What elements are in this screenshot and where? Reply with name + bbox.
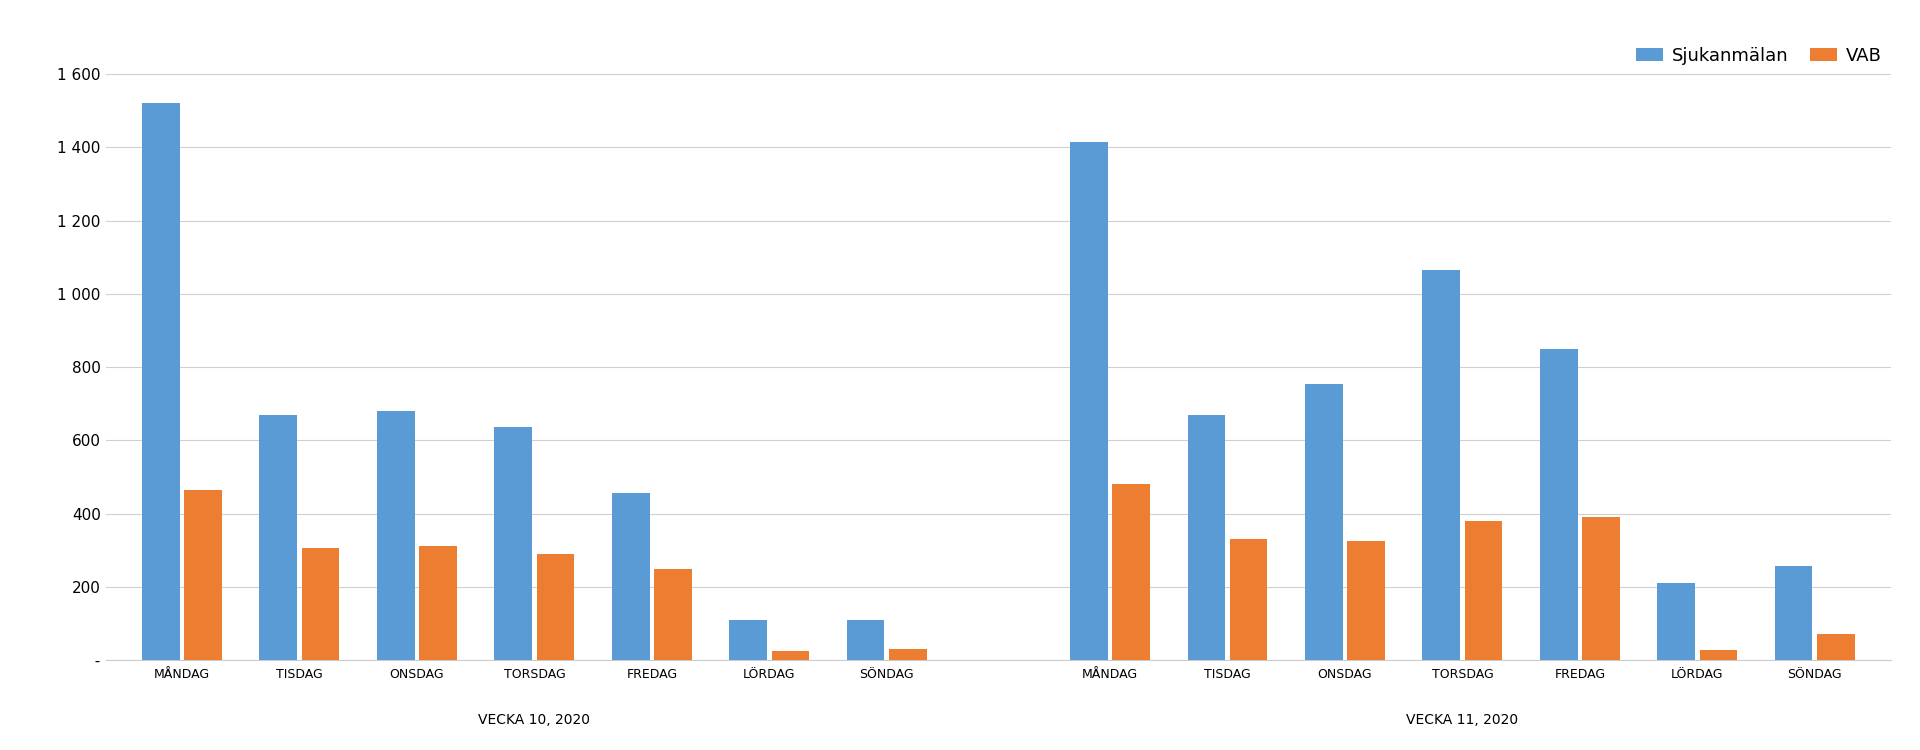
Bar	[889, 649, 927, 660]
Bar	[142, 104, 180, 660]
Bar	[1348, 541, 1384, 660]
Bar	[1582, 518, 1620, 660]
Legend: Sjukanmälan, VAB: Sjukanmälan, VAB	[1636, 46, 1882, 64]
Bar	[376, 411, 415, 660]
Bar	[612, 494, 649, 660]
Bar	[1657, 583, 1695, 660]
Bar	[419, 547, 457, 660]
Bar	[301, 548, 340, 660]
Bar	[655, 569, 691, 660]
Bar	[538, 554, 574, 660]
Text: VECKA 10, 2020: VECKA 10, 2020	[478, 712, 589, 727]
Bar	[1540, 350, 1578, 660]
Text: VECKA 11, 2020: VECKA 11, 2020	[1405, 712, 1519, 727]
Bar	[1465, 520, 1501, 660]
Bar	[1774, 566, 1812, 660]
Bar	[1306, 383, 1342, 660]
Bar	[259, 415, 298, 660]
Bar	[495, 427, 532, 660]
Bar	[847, 620, 885, 660]
Bar	[1423, 270, 1459, 660]
Bar	[1816, 634, 1855, 660]
Bar	[1069, 142, 1108, 660]
Bar	[1699, 650, 1738, 660]
Bar	[772, 651, 808, 660]
Bar	[1188, 415, 1225, 660]
Bar	[1112, 484, 1150, 660]
Bar	[1231, 539, 1267, 660]
Bar	[184, 490, 223, 660]
Bar	[730, 620, 766, 660]
